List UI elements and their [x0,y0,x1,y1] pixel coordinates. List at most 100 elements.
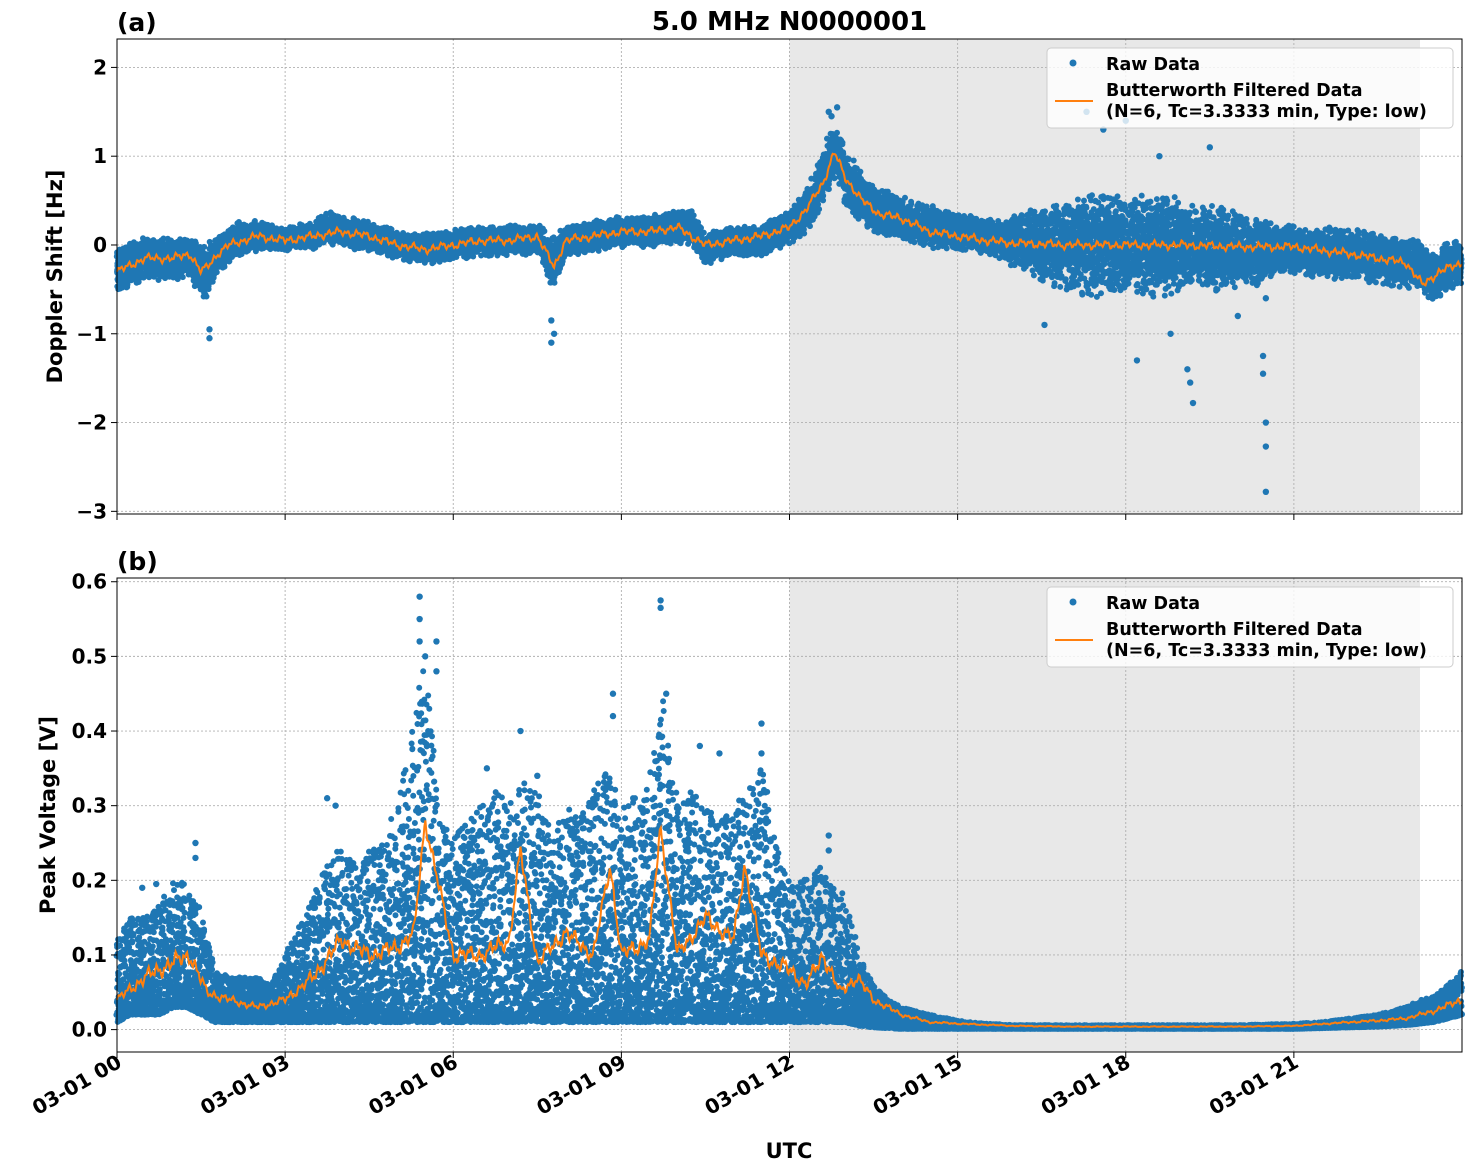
raw-data-point [416,593,423,600]
filtered-data-line [116,820,1463,1029]
panel-b-legend-filtered-label: Butterworth Filtered Data [1106,620,1363,640]
raw-data-point [192,839,199,847]
raw-data-point [433,668,440,675]
panel-a-filtered-series [116,152,1463,287]
panel-b-legend-filtered-params: (N=6, Tc=3.3333 min, Type: low) [1106,641,1427,661]
panel-b-y-axis-label: Peak Voltage [V] [36,716,60,914]
y-tick-label: 0.0 [72,1018,107,1042]
x-tick-label: 03-01 06 [364,1050,462,1120]
y-tick-label: 0.5 [72,644,107,668]
raw-data-point [332,802,339,809]
x-tick-label: 03-01 15 [869,1050,967,1120]
y-tick-label: 0.6 [72,570,107,594]
raw-data-point [828,113,835,120]
raw-data-point [550,330,558,337]
panel-a-y-ticks: −3 −2 −1 0 1 2 [76,55,117,523]
raw-data-point [1167,330,1174,337]
panel-b-peak-voltage: 0.0 0.1 0.2 0.3 0.4 0.5 0.6 Peak Voltage [V] (… [36,547,1465,1058]
raw-data-point [323,795,331,802]
raw-data-point [716,750,723,757]
raw-data-point [1262,443,1270,450]
panel-b-x-ticks [116,1052,1295,1058]
panel-a-doppler-shift: −3 −2 −1 0 1 2 Doppler Shift [Hz] (a) 5.0 MHz… [43,7,1465,523]
panel-b-filtered-series [116,820,1463,1029]
raw-data-point [825,832,832,839]
raw-data-point [1234,312,1242,320]
raw-data-point [833,104,841,111]
x-tick-label: 03-01 18 [1037,1050,1135,1120]
raw-data-point [609,712,617,720]
raw-data-point [663,690,670,697]
panel-a-letter: (a) [117,8,157,37]
y-tick-label: 0.3 [72,794,107,818]
raw-data-point [517,727,524,735]
raw-data-point [422,653,429,660]
x-axis-label: UTC [766,1139,813,1163]
raw-data-point [758,750,765,757]
raw-data-point [433,638,440,645]
panel-b-letter: (b) [117,547,158,576]
raw-data-point [609,690,617,697]
raw-data-point [153,880,160,888]
y-tick-label: 0.2 [72,868,107,892]
raw-data-point [1189,399,1197,407]
raw-data-point [1184,366,1191,373]
panel-a-legend-filtered-label: Butterworth Filtered Data [1106,81,1363,101]
panel-b-legend-box [1046,586,1454,668]
panel-b-y-ticks: 0.0 0.1 0.2 0.3 0.4 0.5 0.6 [72,570,117,1042]
y-tick-label: 1 [93,144,107,168]
panel-b-legend: Raw Data Butterworth Filtered Data (N=6,… [1046,586,1454,668]
y-tick-label: 0.1 [72,943,107,967]
x-tick-label: 03-01 12 [700,1050,798,1120]
raw-data-point [416,615,423,623]
y-tick-label: 0 [93,233,107,257]
raw-data-point [696,742,704,750]
panel-b-grid [116,578,1462,1052]
y-tick-label: −3 [76,499,107,523]
raw-data-point [1259,370,1267,377]
x-tick-label: 03-01 21 [1205,1050,1303,1120]
raw-data-point [206,326,213,333]
y-tick-label: 2 [93,55,107,79]
panel-a-legend-raw-label: Raw Data [1106,55,1200,75]
raw-data-point [1186,379,1194,386]
raw-data-point [1259,352,1267,360]
raw-data-point [825,847,832,854]
raw-data-point [483,765,491,772]
y-tick-label: 0.4 [72,719,107,743]
panel-b-legend-raw-marker [1069,598,1077,606]
figure-title: 5.0 MHz N0000001 [652,7,927,37]
filtered-data-line [116,152,1463,287]
panel-b-legend-raw-label: Raw Data [1106,594,1200,614]
raw-data-point [1156,152,1163,160]
raw-data-point [548,339,555,346]
raw-data-point [1206,144,1214,151]
raw-data-point [1041,321,1048,329]
panel-a-legend: Raw Data Butterworth Filtered Data (N=6,… [1046,47,1454,129]
panel-a-legend-box [1046,47,1454,129]
x-tick-label: 03-01 09 [532,1050,630,1120]
y-tick-label: −1 [76,322,107,346]
raw-data-point [758,720,765,727]
raw-data-point [1262,488,1270,496]
raw-data-point [657,597,664,604]
x-tick-label: 03-01 03 [196,1050,294,1120]
raw-data-point [548,317,555,324]
raw-data-point [1262,419,1270,426]
raw-data-point [192,854,199,862]
raw-data-point [657,604,664,612]
raw-data-point [1262,295,1270,302]
raw-data-point [534,772,541,780]
panel-a-x-ticks [116,514,1295,520]
x-tick-labels: 03-01 00 03-01 03 03-01 06 03-01 09 03-01 12… [28,1050,1302,1120]
raw-data-point [416,638,423,645]
panel-a-legend-filtered-params: (N=6, Tc=3.3333 min, Type: low) [1106,102,1427,122]
raw-data-point [139,884,146,891]
x-tick-label: 03-01 00 [28,1050,126,1120]
panel-a-legend-raw-marker [1069,59,1077,67]
raw-data-point [1133,357,1141,364]
raw-data-point [206,335,213,342]
y-tick-label: −2 [76,411,107,435]
panel-a-y-axis-label: Doppler Shift [Hz] [43,170,67,384]
